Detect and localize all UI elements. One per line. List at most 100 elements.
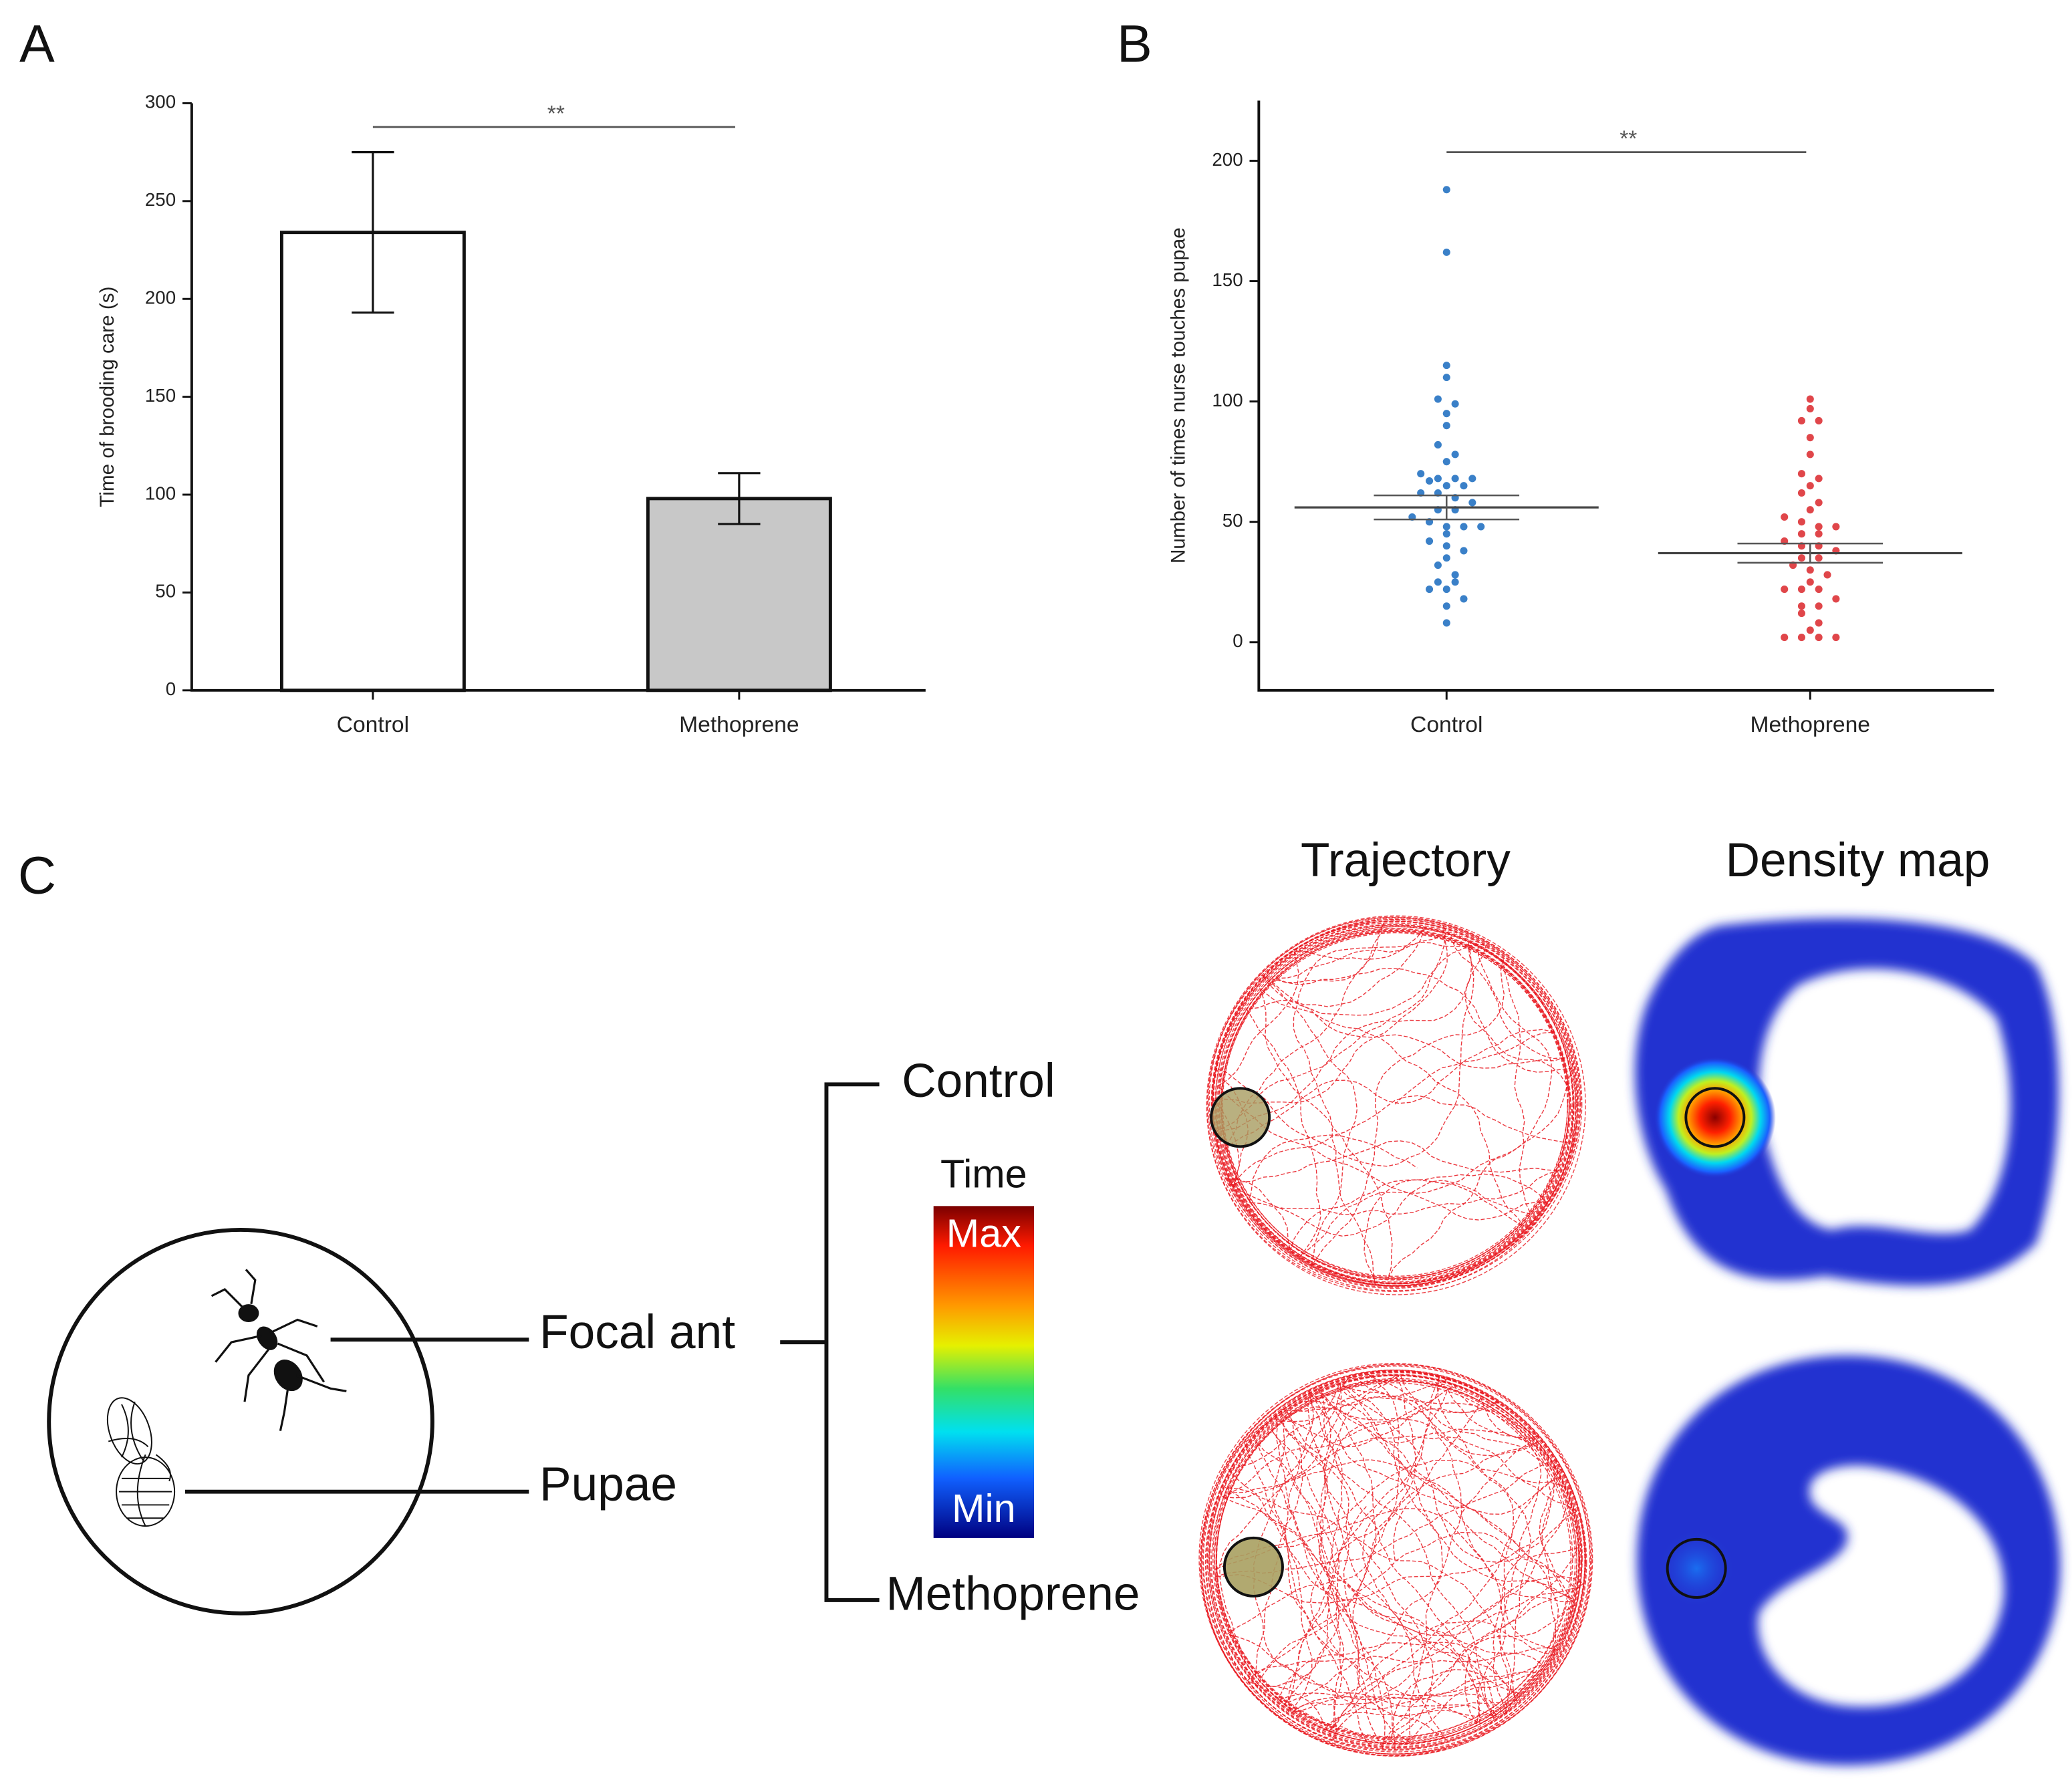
data-point bbox=[1806, 434, 1814, 442]
data-point bbox=[1417, 470, 1425, 478]
error-bar bbox=[352, 151, 394, 314]
y-tick-label: 150 bbox=[145, 385, 176, 406]
data-point bbox=[1442, 554, 1450, 562]
pupae-zone bbox=[1210, 1087, 1271, 1148]
data-point bbox=[1442, 530, 1450, 538]
data-point bbox=[1815, 475, 1823, 483]
data-point bbox=[1823, 571, 1831, 579]
panel-label: C bbox=[18, 846, 56, 905]
data-point bbox=[1434, 561, 1442, 569]
data-point bbox=[1797, 602, 1805, 610]
data-point bbox=[1806, 506, 1814, 514]
bar bbox=[646, 497, 832, 692]
data-point bbox=[1442, 248, 1450, 256]
data-point bbox=[1442, 586, 1450, 594]
data-point bbox=[1468, 499, 1476, 507]
data-point bbox=[1460, 595, 1468, 603]
data-point bbox=[1442, 362, 1450, 370]
trajectory-rim bbox=[1206, 915, 1586, 1295]
data-point bbox=[1460, 547, 1468, 555]
data-point bbox=[1781, 513, 1789, 521]
density-map bbox=[1635, 918, 2059, 1286]
x-tick-label: Methoprene bbox=[1751, 713, 1870, 737]
data-point bbox=[1451, 475, 1459, 483]
data-point bbox=[1451, 571, 1459, 579]
panel-label: B bbox=[1117, 13, 1152, 73]
trajectory-rim bbox=[1198, 1363, 1591, 1755]
trajectory-rim bbox=[1220, 930, 1570, 1281]
y-tick-label: 300 bbox=[145, 92, 176, 112]
data-point bbox=[1442, 422, 1450, 430]
y-tick-label: 200 bbox=[145, 287, 176, 308]
y-tick-label: 0 bbox=[1233, 630, 1243, 651]
data-point bbox=[1442, 410, 1450, 418]
trajectory-rim bbox=[1200, 1364, 1592, 1757]
y-axis-label: Number of times nurse touches pupae bbox=[1167, 227, 1189, 563]
data-point bbox=[1442, 619, 1450, 627]
trajectory-path bbox=[1214, 1374, 1585, 1751]
error-bar bbox=[1737, 542, 1884, 564]
colorbar-min: Min bbox=[952, 1486, 1016, 1531]
trajectory-rim bbox=[1202, 1364, 1593, 1755]
data-point bbox=[1460, 482, 1468, 490]
data-point bbox=[1806, 482, 1814, 490]
data-point bbox=[1815, 634, 1823, 642]
trajectory-rim bbox=[1215, 1380, 1579, 1745]
data-point bbox=[1815, 619, 1823, 627]
y-tick-label: 0 bbox=[166, 678, 176, 699]
data-point bbox=[1815, 554, 1823, 562]
y-tick-label: 250 bbox=[145, 189, 176, 210]
data-point bbox=[1797, 586, 1805, 594]
trajectory-rim bbox=[1212, 918, 1581, 1286]
trajectory-rim bbox=[1216, 1380, 1573, 1738]
trajectory-rim bbox=[1211, 919, 1579, 1286]
trajectory-rim bbox=[1205, 1372, 1587, 1753]
colorbar-max: Max bbox=[946, 1211, 1021, 1256]
data-point bbox=[1806, 395, 1814, 403]
y-tick-label: 100 bbox=[1212, 390, 1243, 410]
data-point bbox=[1797, 470, 1805, 478]
y-tick-label: 200 bbox=[1212, 149, 1243, 170]
data-point bbox=[1442, 602, 1450, 610]
data-point bbox=[1815, 523, 1823, 531]
data-point bbox=[1815, 416, 1823, 425]
group-label: Methoprene bbox=[886, 1568, 1140, 1621]
trajectory-rim bbox=[1206, 1370, 1586, 1749]
colorbar bbox=[933, 1206, 1035, 1538]
data-point bbox=[1442, 542, 1450, 550]
trajectory-rim bbox=[1200, 1366, 1591, 1757]
data-point bbox=[1797, 489, 1805, 497]
panel-label: A bbox=[19, 13, 55, 73]
column-title: Trajectory bbox=[1301, 834, 1511, 887]
arena-schematic bbox=[47, 1082, 880, 1616]
trajectory-rim bbox=[1207, 916, 1583, 1291]
group-label: Control bbox=[902, 1055, 1055, 1108]
trajectory-rim bbox=[1202, 1370, 1583, 1751]
colorbar-title: Time bbox=[940, 1151, 1027, 1196]
column-title: Density map bbox=[1726, 834, 1990, 887]
data-point bbox=[1477, 523, 1485, 531]
trajectory-rim bbox=[1216, 1380, 1576, 1740]
trajectory-rim bbox=[1200, 1369, 1587, 1757]
data-point bbox=[1426, 537, 1434, 545]
trajectory-rim bbox=[1211, 924, 1576, 1289]
x-tick-label: Control bbox=[1410, 713, 1482, 737]
pupae bbox=[106, 1397, 176, 1527]
data-point bbox=[1797, 554, 1805, 562]
pupae-zone bbox=[1222, 1536, 1284, 1598]
data-point bbox=[1434, 475, 1442, 483]
x-tick-label: Control bbox=[337, 713, 409, 737]
data-point bbox=[1815, 602, 1823, 610]
data-point bbox=[1442, 523, 1450, 531]
data-point bbox=[1442, 186, 1450, 194]
data-point bbox=[1434, 395, 1442, 403]
error-bar bbox=[1374, 494, 1520, 521]
data-point bbox=[1451, 400, 1459, 408]
data-point bbox=[1781, 634, 1789, 642]
data-point bbox=[1797, 610, 1805, 618]
data-point bbox=[1426, 477, 1434, 485]
x-tick-label: Methoprene bbox=[679, 713, 799, 737]
data-point bbox=[1442, 374, 1450, 382]
data-point bbox=[1815, 530, 1823, 538]
